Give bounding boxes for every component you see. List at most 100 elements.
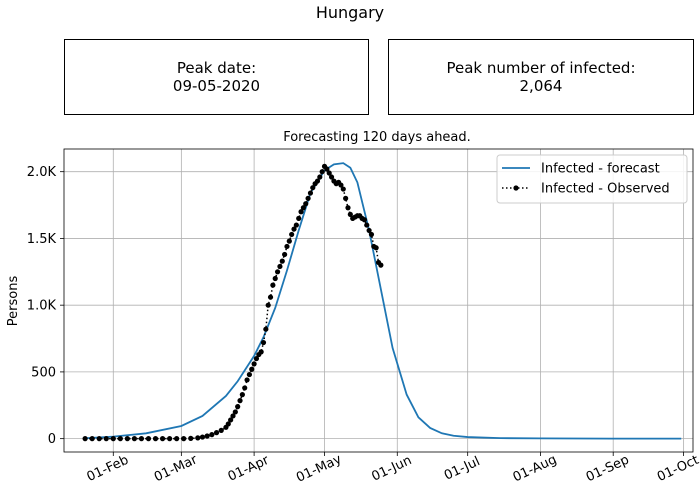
observed-point xyxy=(117,436,123,442)
observed-point xyxy=(319,169,325,175)
observed-point xyxy=(253,355,260,362)
observed-point xyxy=(324,166,330,172)
x-tick-label: 01-Mar xyxy=(152,452,200,485)
observed-point xyxy=(279,258,285,264)
observed-point xyxy=(307,190,314,196)
legend-observed-marker xyxy=(513,185,519,191)
observed-point xyxy=(239,392,245,398)
x-tick-label: 01-Sep xyxy=(584,452,632,485)
observed-point xyxy=(167,436,173,442)
plot-frame xyxy=(63,148,694,453)
peak-date-value: 09-05-2020 xyxy=(172,77,261,95)
observed-point xyxy=(110,436,116,442)
observed-point xyxy=(96,436,102,442)
y-axis-label: Persons xyxy=(6,276,21,327)
x-tick-label: 01-Jun xyxy=(369,453,414,484)
x-tick-label: 01-Jul xyxy=(442,454,482,484)
observed-point xyxy=(326,170,332,176)
observed-point xyxy=(364,222,370,228)
observed-point xyxy=(284,243,290,250)
legend-box xyxy=(496,154,688,204)
observed-point xyxy=(209,432,215,438)
y-tick-label: 500 xyxy=(31,365,56,380)
observed-point xyxy=(235,404,241,410)
observed-point xyxy=(366,227,372,234)
observed-point xyxy=(260,339,267,346)
observed-point xyxy=(282,251,288,258)
x-tick-label: 01-May xyxy=(294,452,344,486)
peak-date-box: Peak date: 09-05-2020 xyxy=(64,39,369,115)
observed-point xyxy=(303,201,309,207)
observed-point xyxy=(328,174,335,180)
observed-point xyxy=(300,205,306,211)
observed-point xyxy=(378,262,384,268)
observed-point xyxy=(230,413,236,419)
x-tick-label: 01-Feb xyxy=(85,453,131,485)
observed-point xyxy=(258,349,264,355)
observed-point xyxy=(361,217,368,223)
observed-point xyxy=(204,433,210,439)
observed-point xyxy=(272,275,278,282)
observed-point xyxy=(298,209,304,215)
x-tick-label: 01-Aug xyxy=(511,452,559,485)
observed-point xyxy=(314,178,321,184)
observed-point xyxy=(289,231,295,238)
observed-point xyxy=(82,436,88,442)
observed-point xyxy=(225,421,231,427)
observed-point xyxy=(232,409,238,415)
peak-date-label: Peak date: xyxy=(176,59,257,77)
y-tick-label: 1.0K xyxy=(27,299,57,314)
chart-title: Forecasting 120 days ahead. xyxy=(283,130,471,145)
observed-point xyxy=(305,195,311,201)
observed-point xyxy=(218,427,224,433)
figure-title: Hungary xyxy=(315,3,385,22)
observed-point xyxy=(244,377,250,383)
observed-point xyxy=(274,269,281,275)
observed-point xyxy=(213,430,220,436)
legend-label: Infected - forecast xyxy=(541,162,660,177)
observed-point xyxy=(246,371,253,378)
observed-point xyxy=(293,222,299,228)
observed-point xyxy=(159,436,166,442)
observed-point xyxy=(270,282,276,288)
observed-point xyxy=(237,398,243,404)
observed-point xyxy=(138,436,145,442)
observed-point xyxy=(103,436,109,442)
observed-point xyxy=(228,417,234,423)
observed-point xyxy=(131,436,138,442)
observed-point xyxy=(124,436,130,442)
x-tick-label: 01-Oct xyxy=(655,453,700,485)
observed-point xyxy=(199,434,206,440)
observed-point xyxy=(249,366,255,372)
legend: Infected - forecast Infected - Observed xyxy=(496,154,688,204)
observed-point xyxy=(188,435,194,441)
observed-point xyxy=(152,436,159,442)
observed-point xyxy=(251,361,257,367)
observed-point xyxy=(340,186,346,192)
y-tick-label: 2.0K xyxy=(27,165,57,180)
legend-label: Infected - Observed xyxy=(541,182,670,197)
observed-point xyxy=(373,245,379,251)
observed-point xyxy=(317,174,323,180)
observed-point xyxy=(345,205,351,211)
observed-point xyxy=(265,302,271,308)
peak-infected-box: Peak number of infected: 2,064 xyxy=(388,39,694,115)
forecast-line xyxy=(85,162,682,440)
observed-point xyxy=(291,226,297,232)
y-tick-label: 0 xyxy=(48,432,56,447)
observed-point xyxy=(145,436,152,442)
series-layer xyxy=(82,162,682,442)
peak-infected-label: Peak number of infected: xyxy=(446,59,636,77)
observed-point xyxy=(181,436,187,442)
x-tick-label: 01-Apr xyxy=(226,453,272,485)
observed-point xyxy=(267,294,274,300)
peak-infected-value: 2,064 xyxy=(519,77,563,95)
observed-point xyxy=(310,185,316,191)
observed-point xyxy=(89,436,95,442)
observed-point xyxy=(263,326,269,332)
observed-point xyxy=(338,182,344,188)
observed-point xyxy=(347,211,353,218)
y-tick-label: 1.5K xyxy=(27,232,57,247)
observed-point xyxy=(296,215,302,222)
